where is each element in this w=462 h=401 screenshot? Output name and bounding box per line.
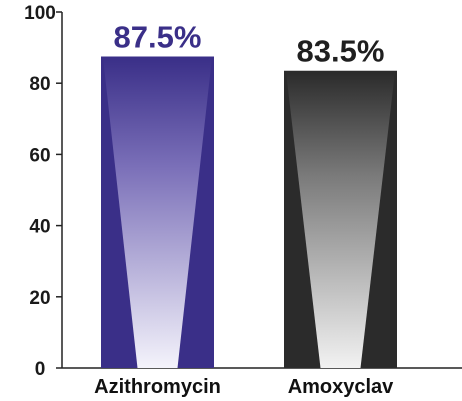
y-tick-label-100: 100 (24, 3, 56, 24)
bar-highlight-azithromycin (103, 57, 212, 368)
bar-highlight-amoxyclav (286, 71, 395, 369)
y-tick-label-20: 20 (29, 288, 50, 309)
y-tick-label-80: 80 (29, 74, 50, 95)
y-tick-label-40: 40 (29, 217, 50, 238)
data-label-amoxyclav: 83.5% (297, 34, 385, 69)
x-tick-label-amoxyclav: Amoxyclav (288, 376, 394, 398)
data-label-azithromycin: 87.5% (114, 20, 202, 55)
y-tick-label-60: 60 (29, 145, 50, 166)
y-tick-label-0: 0 (35, 359, 46, 380)
y-axis: 0 20 40 60 80 100 (24, 3, 462, 380)
x-tick-label-azithromycin: Azithromycin (94, 376, 221, 398)
